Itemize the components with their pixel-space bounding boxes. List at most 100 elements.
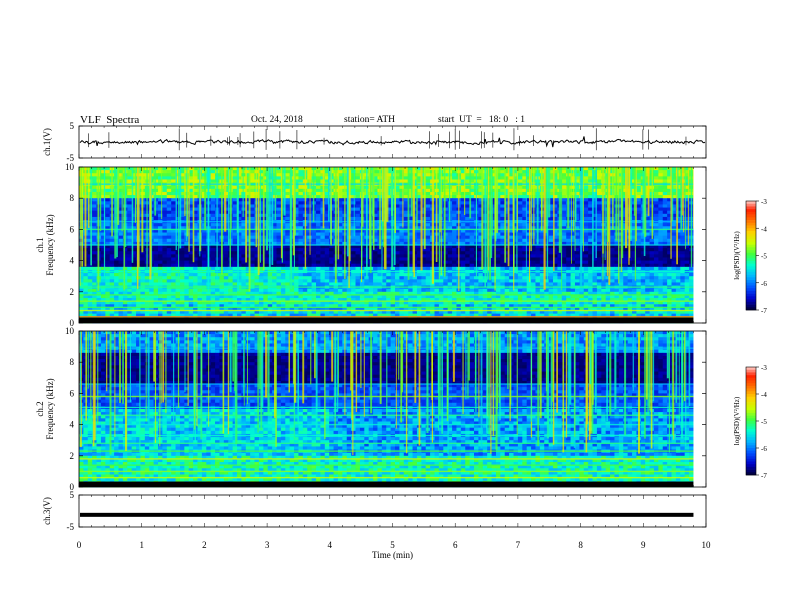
spectrogram-cell <box>92 210 97 215</box>
spectrogram-cell <box>680 213 686 218</box>
spectrogram-cell <box>658 226 664 230</box>
spectrogram-cell <box>359 273 365 277</box>
spectrogram-cell <box>254 204 260 208</box>
spectrogram-cell <box>469 248 475 252</box>
spectrogram-cell <box>109 251 115 255</box>
spectrogram-cell <box>592 188 598 193</box>
spectrogram-cell <box>232 226 238 230</box>
spectrogram-cell <box>531 266 536 271</box>
spectrogram-cell <box>131 207 137 212</box>
spectrogram-cell <box>87 167 93 171</box>
spectrogram-cell <box>583 173 589 177</box>
spectrogram-cell <box>408 179 413 183</box>
spectrogram-cell <box>193 223 198 227</box>
spectrogram-cell <box>175 232 181 237</box>
spectrogram-cell <box>425 176 431 180</box>
spectrogram-cell <box>140 260 146 265</box>
spectrogram-cell <box>658 170 664 174</box>
spectrogram-cell <box>210 251 216 255</box>
spectrogram-cell <box>162 254 168 258</box>
spectrogram-cell <box>452 198 457 202</box>
spectrogram-cell <box>294 223 299 227</box>
spectrogram-cell <box>671 248 677 252</box>
spectrogram-cell <box>158 257 163 261</box>
spectrogram-cell <box>500 229 506 233</box>
spectrogram-cell <box>671 251 677 255</box>
spectrogram-cell <box>645 216 650 221</box>
spectrogram-cell <box>517 198 523 202</box>
spectrogram-cell <box>241 170 247 174</box>
spectrogram-cell <box>245 216 251 221</box>
spectrogram-cell <box>561 223 567 227</box>
spectrogram-cell <box>171 170 176 174</box>
spectrogram-cell <box>469 257 475 261</box>
spectrogram-cell <box>131 204 137 208</box>
spectrogram-cell <box>662 226 668 230</box>
spectrogram-cell <box>373 207 378 212</box>
spectrogram-cell <box>166 251 172 255</box>
spectrogram-cell <box>662 266 668 271</box>
spectrogram-cell <box>583 248 589 252</box>
spectrogram-cell <box>373 263 378 268</box>
spectrogram-cell <box>272 191 277 196</box>
spectrogram-cell <box>171 213 176 218</box>
spectrogram-cell <box>316 248 321 252</box>
spectrogram-cell <box>452 226 457 230</box>
spectrogram-cell <box>658 176 664 180</box>
spectrogram-cell <box>592 176 598 180</box>
spectrogram-cell <box>395 266 400 271</box>
spectrogram-cell <box>517 173 523 177</box>
spectrogram-cell <box>280 198 286 202</box>
spectrogram-cell <box>469 216 475 221</box>
spectrogram-cell <box>574 167 580 171</box>
spectrogram-cell <box>285 251 291 255</box>
spectrogram-cell <box>469 179 475 183</box>
spectrogram-cell <box>162 167 168 171</box>
spectrogram-cell <box>118 170 124 174</box>
spectrogram-cell <box>179 260 185 265</box>
spectrogram-cell <box>592 226 598 230</box>
spectrogram-cell <box>570 191 576 196</box>
spectrogram-cell <box>636 251 642 255</box>
spectrogram-cell <box>105 216 111 221</box>
spectrogram-cell <box>92 238 97 243</box>
spectrogram-cell <box>285 266 291 271</box>
spectrogram-cell <box>153 232 159 237</box>
spectrogram-cell <box>179 195 185 199</box>
spectrogram-cell <box>434 266 440 271</box>
spectrogram-cell <box>671 223 677 227</box>
spectrogram-cell <box>223 248 229 252</box>
spectrogram-cell <box>465 207 471 212</box>
spectrogram-cell <box>92 173 97 177</box>
spectrogram-cell <box>285 223 291 227</box>
spectrogram-cell <box>83 273 89 277</box>
spectrogram-cell <box>100 179 106 183</box>
spectrogram-cell <box>166 210 172 215</box>
spectrogram-cell <box>636 213 642 218</box>
spectrogram-cell <box>162 223 168 227</box>
spectrogram-cell <box>351 188 356 193</box>
spectrogram-cell <box>285 263 291 268</box>
spectrogram-cell <box>232 232 238 237</box>
spectrogram-cell <box>127 266 133 271</box>
spectrogram-cell <box>561 201 567 205</box>
spectrogram-cell <box>285 257 291 261</box>
spectrogram-cell <box>127 185 133 190</box>
spectrogram-cell <box>105 170 111 174</box>
spectrogram-cell <box>100 201 106 205</box>
spectrogram-cell <box>667 195 672 199</box>
spectrogram-cell <box>162 179 168 183</box>
spectrogram-cell <box>131 176 137 180</box>
spectrogram-cell <box>570 204 576 208</box>
spectrogram-cell <box>298 179 304 183</box>
spectrogram-cell <box>645 167 650 171</box>
spectrogram-cell <box>680 238 686 243</box>
spectrogram-cell <box>561 195 567 199</box>
spectrogram-cell <box>495 210 501 215</box>
spectrogram-cell <box>561 248 567 252</box>
spectrogram-cell <box>469 188 475 193</box>
spectrogram-cell <box>228 266 234 271</box>
spectrogram-cell <box>469 198 475 202</box>
spectrogram-cell <box>623 260 629 265</box>
spectrogram-cell <box>588 170 593 174</box>
